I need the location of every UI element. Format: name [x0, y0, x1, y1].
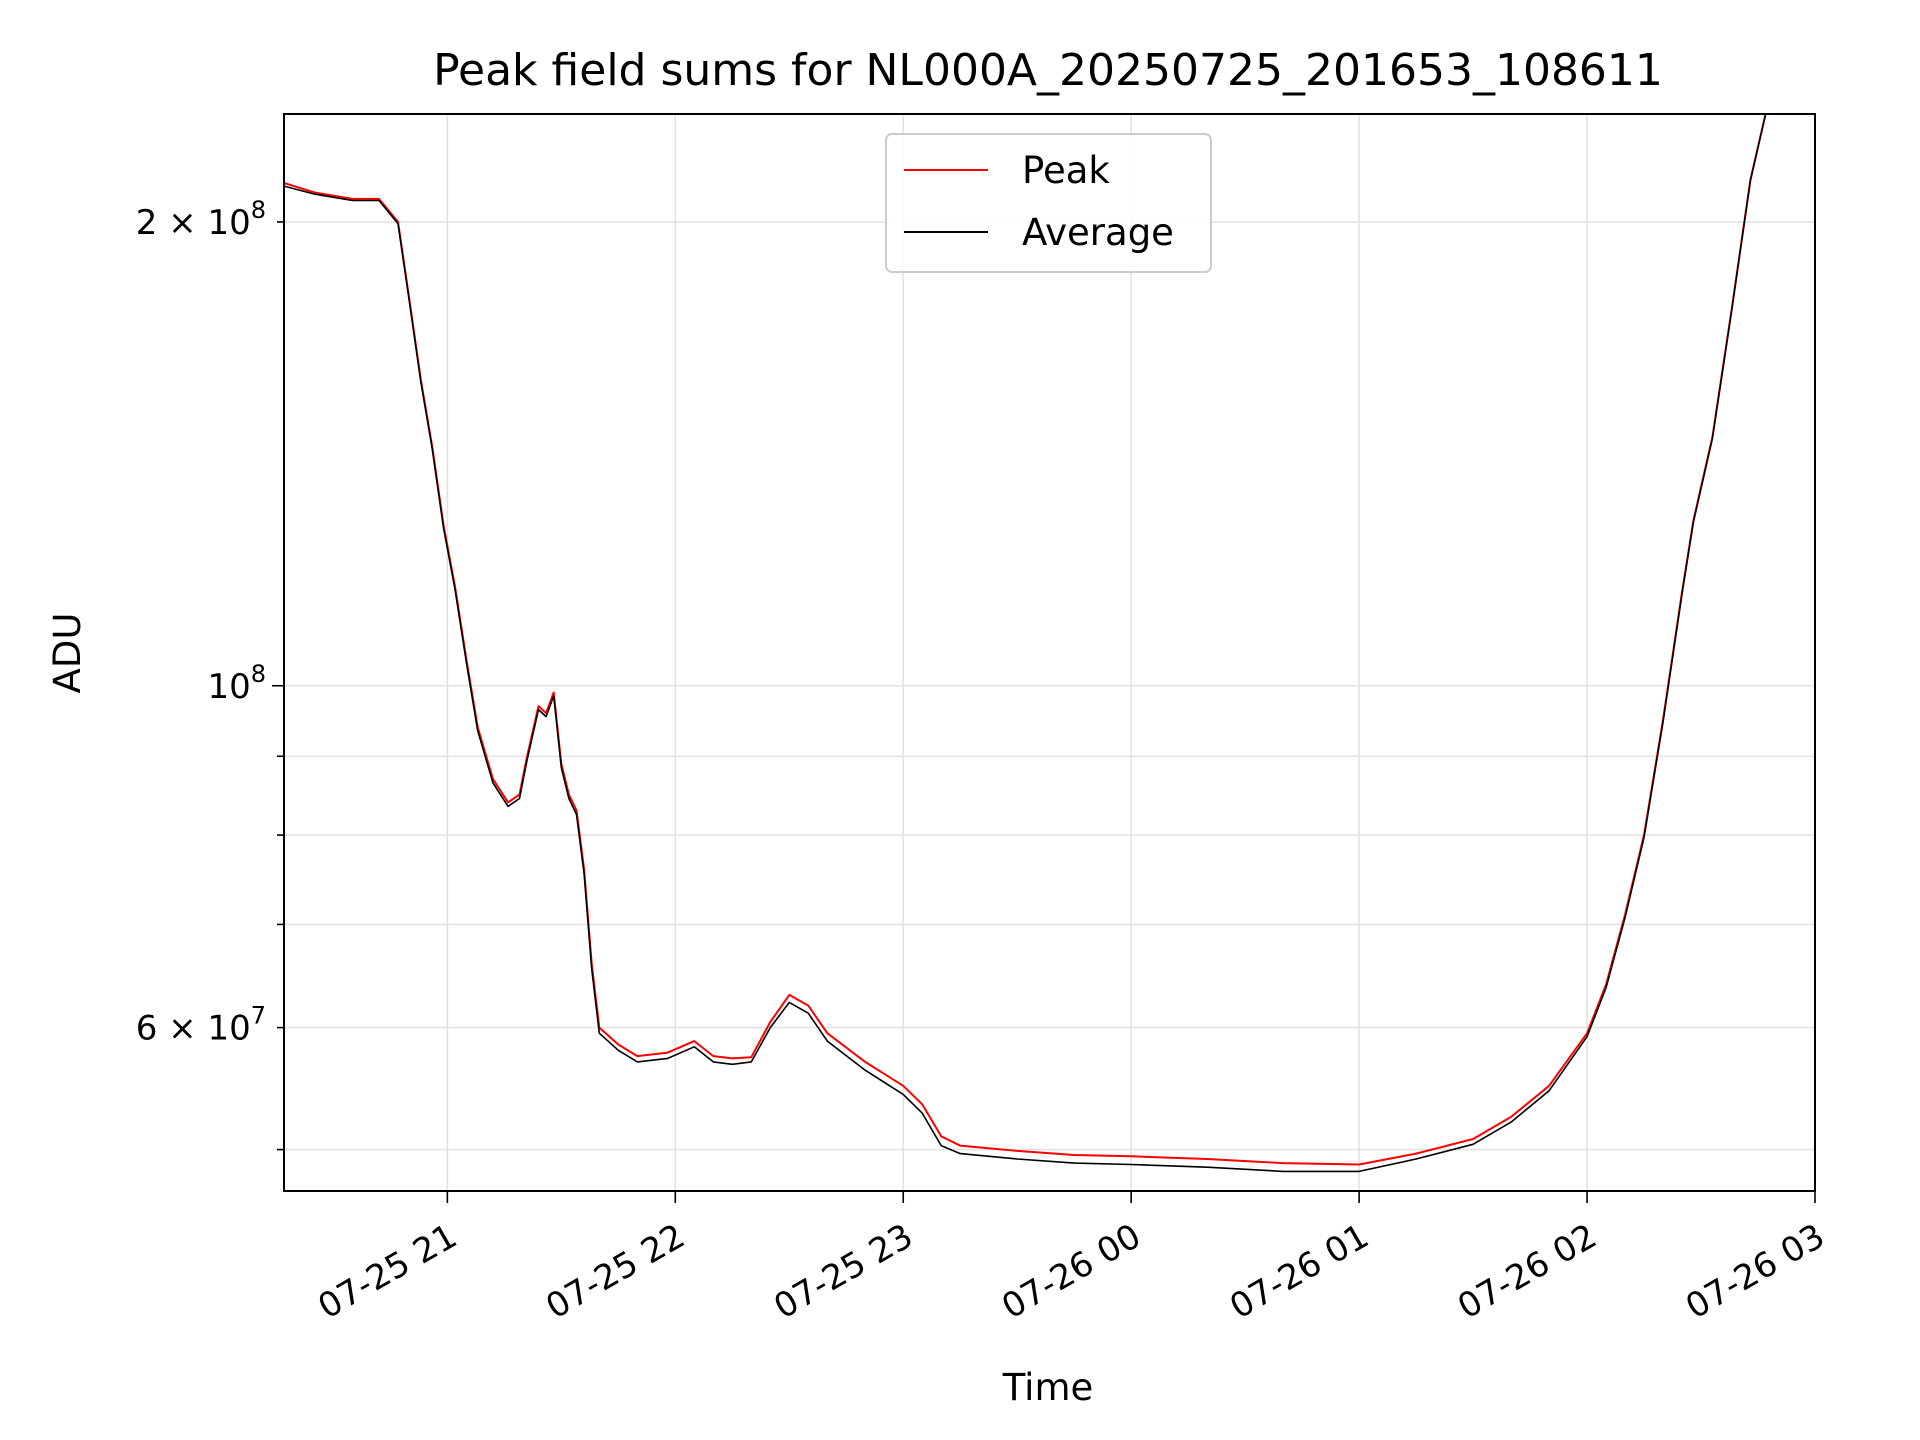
y-tick-label: 6 × 107	[136, 1002, 266, 1049]
y-tick-label-base: 2 × 10	[136, 203, 251, 243]
y-tick-label-exponent: 8	[251, 196, 266, 224]
y-tick-label-exponent: 7	[251, 1002, 266, 1030]
y-axis-label: ADU	[46, 613, 89, 694]
y-tick-label: 2 × 108	[136, 196, 266, 243]
chart-title: Peak field sums for NL000A_20250725_2016…	[433, 45, 1663, 96]
plot-frame	[283, 113, 1816, 1192]
legend-box	[885, 133, 1212, 273]
y-tick-label-base: 6 × 10	[136, 1009, 251, 1049]
grid-layer	[284, 114, 1815, 1191]
y-tick-label-base: 10	[207, 667, 250, 707]
series-layer	[284, 114, 1767, 1173]
series-line-average	[284, 114, 1767, 1173]
legend: Peak Average	[885, 133, 1212, 273]
legend-label-peak: Peak	[1022, 149, 1110, 192]
legend-label-average: Average	[1022, 211, 1174, 254]
y-tick-label: 108	[207, 660, 266, 707]
y-tick-label-exponent: 8	[251, 660, 266, 688]
x-axis-label: Time	[1002, 1366, 1094, 1409]
